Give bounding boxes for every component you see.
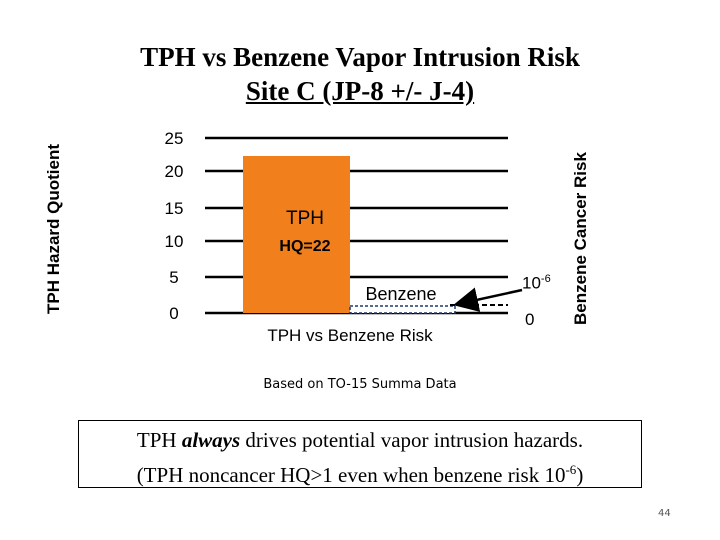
source-note: Based on TO-15 Summa Data [263,377,457,392]
chart-subtitle: Site C (JP-8 +/- J-4) [245,76,475,106]
bars [243,156,456,314]
chart-title-line1: TPH vs Benzene Vapor Intrusion Risk [140,42,580,72]
chart-title-line2: Site C (JP-8 +/- J-4) [0,76,720,107]
right-axis-label-0: 0 [525,310,535,329]
x-axis-label: TPH vs Benzene Risk [267,326,433,345]
annotations [450,287,523,312]
tph-bar-label: TPH [286,208,324,229]
right-axis-label-1e-6: 10-6 [522,273,551,293]
y-tick-labels: 0 5 10 15 20 25 [165,129,184,323]
y-tick-label: 10 [165,232,184,251]
y-tick-label: 0 [169,304,178,323]
conclusion-line2: (TPH noncancer HQ>1 even when benzene ri… [136,462,584,487]
y-tick-label: 15 [165,199,184,218]
conclusion-box: TPH always drives potential vapor intrus… [78,420,642,488]
tph-bar [243,156,350,313]
y-tick-label: 20 [165,162,184,181]
arrow-icon [453,287,523,312]
benzene-bar [349,305,456,314]
y-tick-label: 25 [165,129,184,148]
tph-hq-label: HQ=22 [279,238,331,255]
benzene-bar-label: Benzene [365,284,437,304]
conclusion-line1: TPH always drives potential vapor intrus… [136,428,584,452]
y-tick-label: 5 [169,268,178,287]
page-number: 44 [658,508,671,519]
